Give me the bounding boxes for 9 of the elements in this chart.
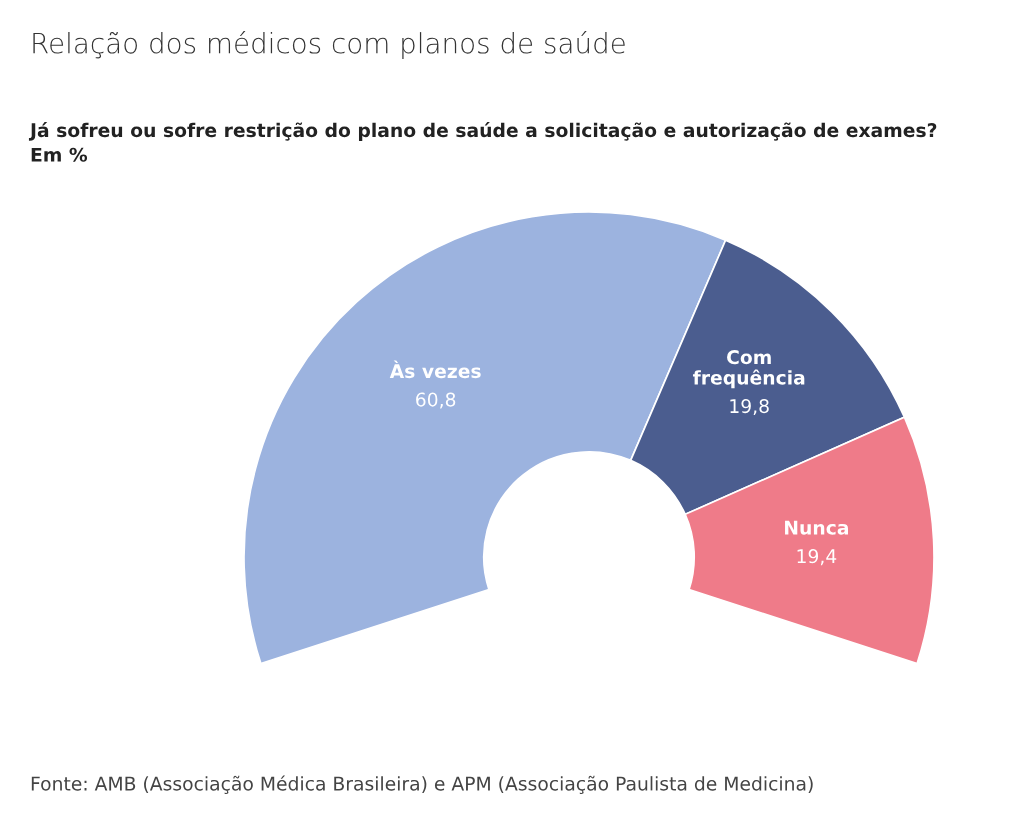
- data-label: 19,4: [797, 549, 837, 566]
- slice-label: Às vezes: [389, 360, 481, 379]
- chart-title: Relação dos médicos com planos de saúde: [33, 31, 625, 59]
- chart-subtitle: Já sofreu ou sofre restrição do plano de saúde a solicitação e autorização de exames? Em %: [28, 122, 937, 162]
- data-label: 60,8: [416, 392, 456, 409]
- slice-label: Com frequência: [692, 350, 805, 389]
- slice-label: Nunca: [785, 520, 848, 535]
- data-label: 19,8: [730, 398, 769, 416]
- source-note: Fonte: AMB (Associação Médica Brasileira) e APM (Associação Paulista de Medicina): [31, 775, 813, 795]
